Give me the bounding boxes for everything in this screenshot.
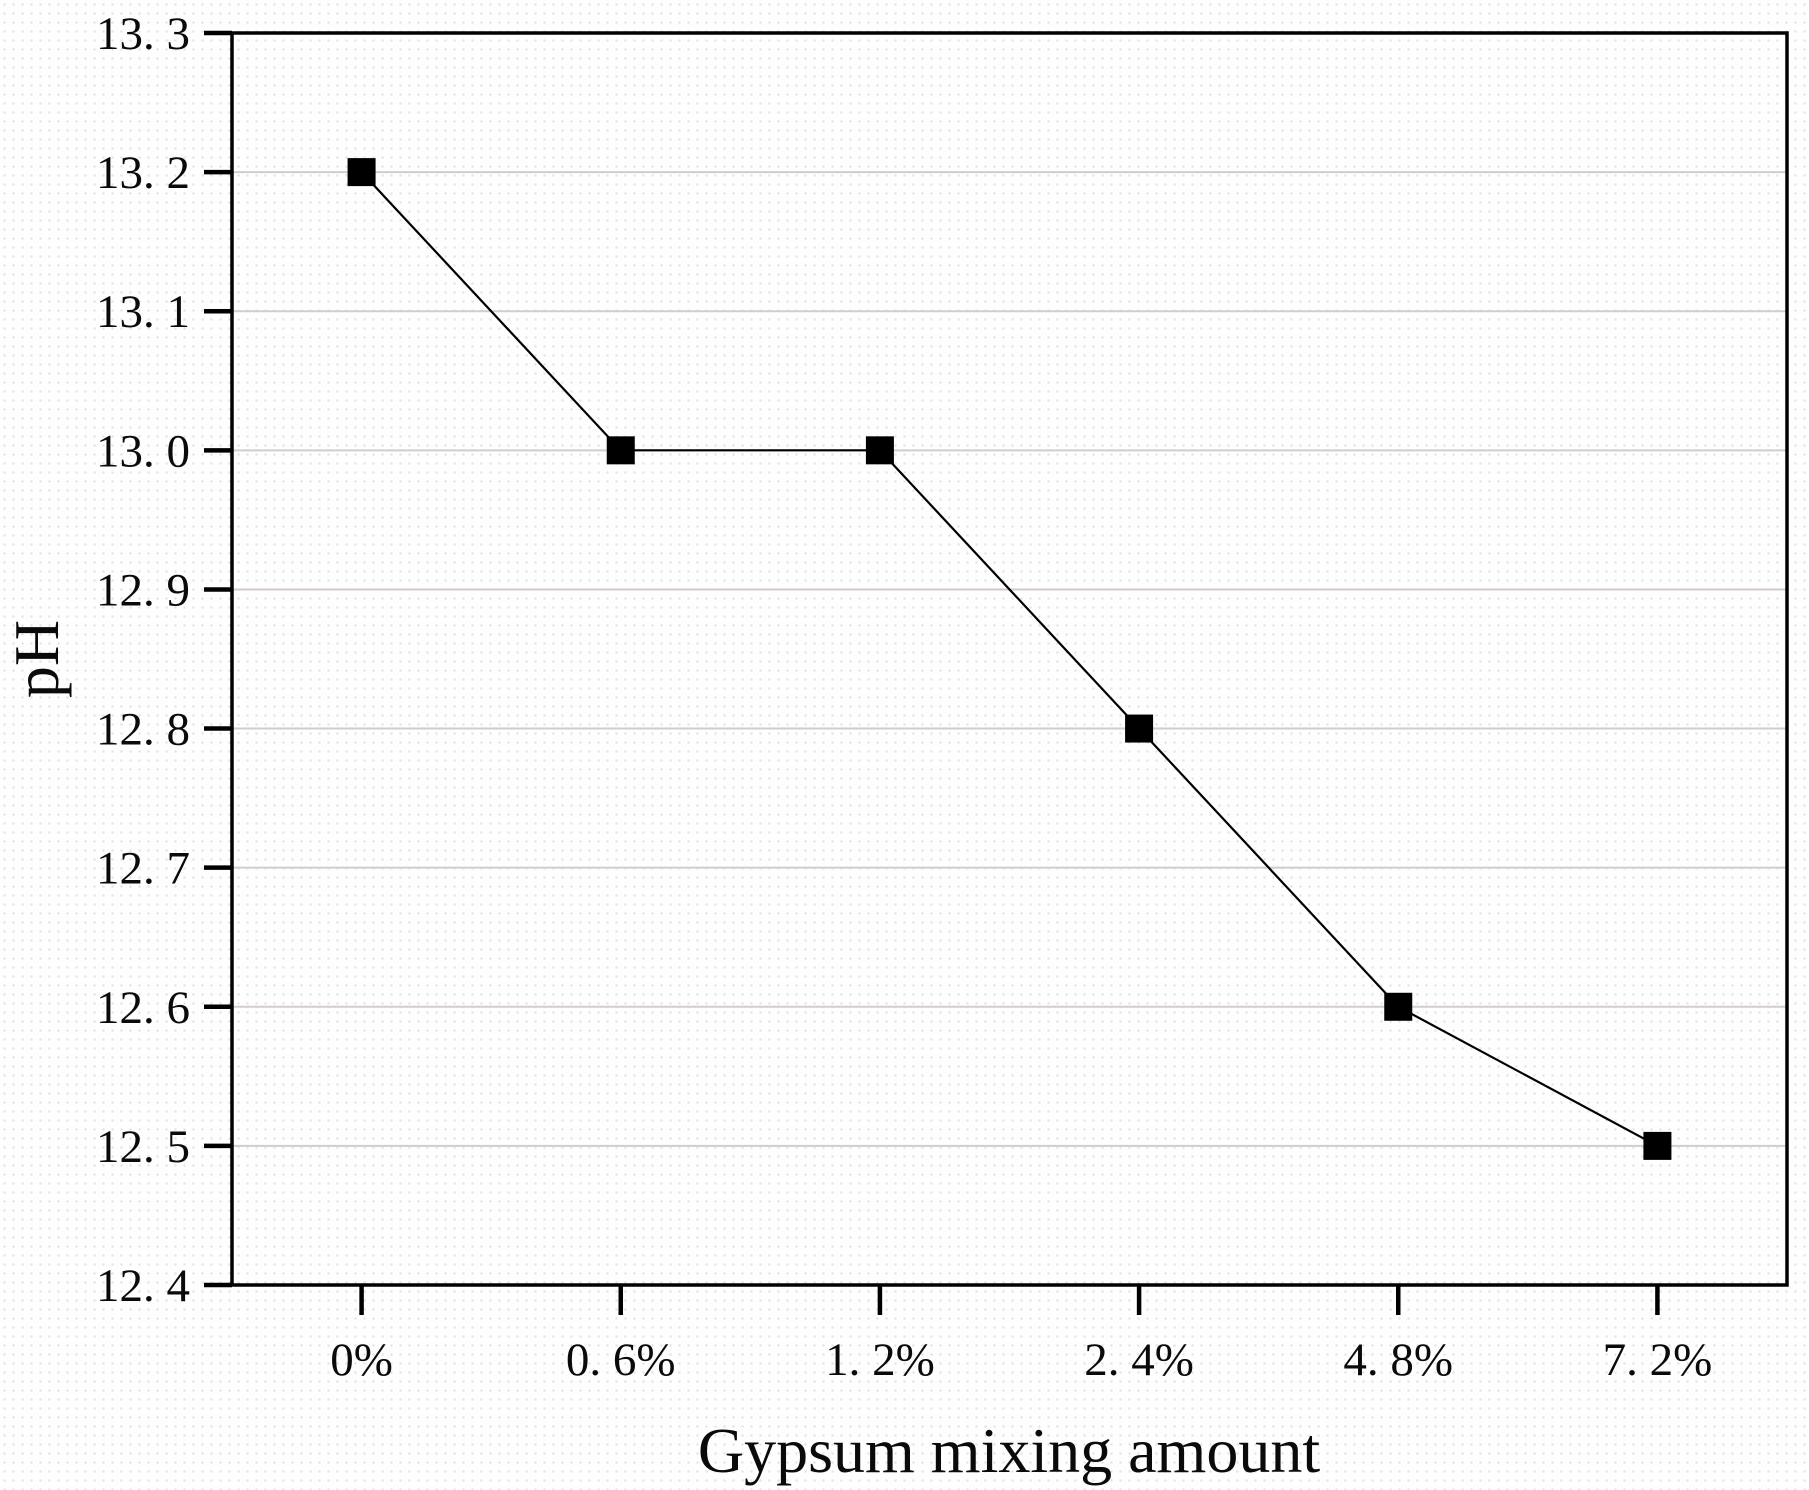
x-tick-label: 4. 8% [1343, 1334, 1453, 1386]
y-tick-label: 13. 1 [96, 286, 190, 338]
y-tick-label: 13. 2 [96, 147, 190, 199]
y-tick-label: 12. 5 [96, 1121, 190, 1173]
data-point-marker [347, 158, 376, 187]
y-tick-label: 12. 4 [96, 1260, 190, 1312]
y-tick-label: 13. 3 [96, 8, 190, 60]
x-tick-label: 1. 2% [825, 1334, 935, 1386]
y-tick-label: 12. 7 [96, 843, 190, 895]
data-point-marker [1125, 714, 1154, 743]
plot-border [230, 31, 1789, 1287]
y-tick-label: 12. 8 [96, 704, 190, 756]
data-line [360, 171, 1658, 1147]
y-axis-title: pH [1, 620, 72, 698]
y-tick-label: 12. 9 [96, 564, 190, 616]
x-tick-label: 0% [330, 1334, 393, 1386]
data-point-marker [1643, 1131, 1672, 1160]
data-point-marker [865, 436, 894, 465]
data-point-marker [1384, 992, 1413, 1021]
y-tick-label: 12. 6 [96, 982, 190, 1034]
x-tick-label: 0. 6% [566, 1334, 676, 1386]
x-tick-label: 2. 4% [1084, 1334, 1194, 1386]
x-axis-title: Gypsum mixing amount [698, 1415, 1320, 1486]
x-tick-label: 7. 2% [1603, 1334, 1713, 1386]
data-point-marker [606, 436, 635, 465]
y-tick-label: 13. 0 [96, 425, 190, 477]
